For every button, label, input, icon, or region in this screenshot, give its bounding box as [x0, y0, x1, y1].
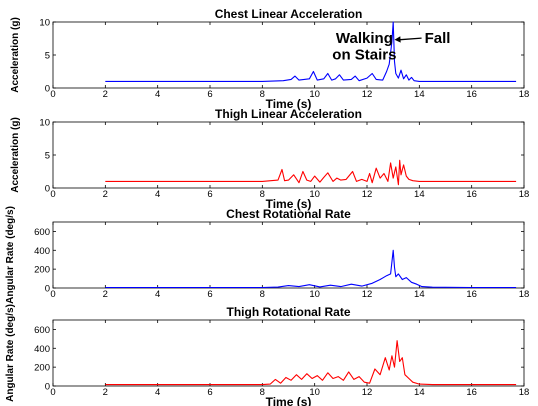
x-tick-label: 2 [103, 289, 108, 300]
x-tick-label: 6 [207, 89, 212, 100]
x-tick-label: 4 [155, 289, 160, 300]
x-tick-label: 16 [466, 289, 477, 300]
y-tick-label: 0 [45, 284, 50, 295]
x-tick-label: 2 [103, 189, 108, 200]
x-tick-label: 8 [260, 289, 265, 300]
x-tick-label: 10 [309, 189, 320, 200]
plot-area [52, 121, 525, 189]
x-tick-label: 16 [466, 189, 477, 200]
x-tick-label: 18 [519, 289, 530, 300]
annotation-arrow-shaft [398, 37, 422, 41]
annotation-fall: Fall [425, 30, 451, 47]
annotation-on-stairs: on Stairs [332, 47, 396, 64]
annotation-arrow-head [394, 36, 401, 43]
x-tick-label: 0 [50, 89, 55, 100]
x-tick-label: 0 [50, 289, 55, 300]
x-tick-label: 6 [207, 289, 212, 300]
x-axis-label: Time (s) [266, 97, 312, 111]
chart-title: Chest Rotational Rate [226, 207, 351, 221]
y-tick-label: 0 [45, 84, 50, 95]
y-tick-label: 600 [34, 325, 50, 336]
series-line-thigh-rotational-rate [105, 340, 517, 386]
x-tick-label: 10 [309, 387, 320, 398]
annotation-walking: Walking [336, 30, 393, 47]
y-tick-label: 400 [34, 246, 50, 257]
x-tick-label: 10 [309, 89, 320, 100]
y-tick-label: 10 [39, 18, 50, 29]
plot-area [52, 21, 525, 89]
x-tick-label: 12 [362, 289, 373, 300]
x-tick-label: 4 [155, 189, 160, 200]
y-axis-label: Acceleration (g) [10, 17, 21, 93]
y-tick-label: 0 [45, 382, 50, 393]
y-tick-label: 600 [34, 227, 50, 238]
x-axis-label: Time (s) [266, 395, 312, 406]
x-tick-label: 6 [207, 189, 212, 200]
x-tick-label: 10 [309, 289, 320, 300]
x-tick-label: 0 [50, 189, 55, 200]
x-tick-label: 16 [466, 387, 477, 398]
plot-area [52, 319, 525, 387]
x-tick-label: 8 [260, 189, 265, 200]
series-line-chest-linear-acceleration [105, 21, 517, 82]
x-tick-label: 12 [362, 387, 373, 398]
y-tick-label: 10 [39, 118, 50, 129]
x-tick-label: 8 [260, 89, 265, 100]
chart-title: Thigh Linear Acceleration [215, 107, 362, 121]
x-tick-label: 14 [414, 387, 425, 398]
chart-panel-chest-rotational-rate: Chest Rotational Rate 0 2 4 6 8 10 12 14 16 18 0 200… [5, 206, 529, 304]
x-tick-label: 18 [519, 387, 530, 398]
x-axis-label: Time (s) [266, 197, 312, 211]
x-tick-label: 6 [207, 387, 212, 398]
x-tick-label: 18 [519, 189, 530, 200]
x-tick-label: 14 [414, 189, 425, 200]
y-axis-label: Angular Rate (deg/s) [5, 304, 16, 402]
x-tick-label: 14 [414, 89, 425, 100]
chart-panel-chest-linear-acceleration: Chest Linear Acceleration 0 2 4 6 8 10 12 14 16 18… [10, 7, 529, 111]
y-axis-label: Acceleration (g) [10, 117, 21, 193]
plot-area [52, 221, 525, 289]
y-tick-label: 200 [34, 363, 50, 374]
series-line-chest-rotational-rate [105, 249, 517, 289]
y-tick-label: 5 [45, 51, 50, 62]
chart-title: Thigh Rotational Rate [227, 305, 351, 319]
x-tick-label: 4 [155, 89, 160, 100]
chart-title: Chest Linear Acceleration [215, 7, 363, 21]
y-tick-label: 5 [45, 151, 50, 162]
chart-panel-thigh-rotational-rate: Thigh Rotational Rate 0 2 4 6 8 10 12 14 16 18 0 200… [5, 304, 529, 406]
y-tick-label: 200 [34, 265, 50, 276]
x-tick-label: 14 [414, 289, 425, 300]
y-tick-label: 400 [34, 344, 50, 355]
series-line-thigh-linear-acceleration [105, 159, 517, 186]
x-tick-label: 0 [50, 387, 55, 398]
x-tick-label: 2 [103, 89, 108, 100]
x-tick-label: 18 [519, 89, 530, 100]
x-tick-label: 12 [362, 189, 373, 200]
x-tick-label: 2 [103, 387, 108, 398]
x-tick-label: 8 [260, 387, 265, 398]
x-tick-label: 4 [155, 387, 160, 398]
chart-panel-thigh-linear-acceleration: Thigh Linear Acceleration 0 2 4 6 8 10 12 14 16 18… [10, 107, 529, 211]
x-tick-label: 16 [466, 89, 477, 100]
x-tick-label: 12 [362, 89, 373, 100]
y-axis-label: Angular Rate (deg/s) [5, 206, 16, 304]
y-tick-label: 0 [45, 184, 50, 195]
